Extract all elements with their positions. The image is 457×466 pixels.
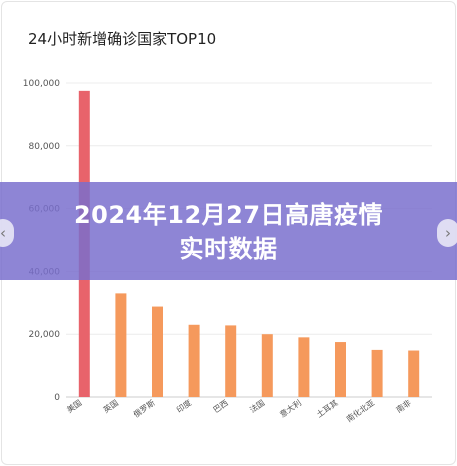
y-tick-label: 100,000 [23,79,60,89]
bar [408,350,420,397]
x-tick-label: 俄罗斯 [131,397,156,419]
bar [188,324,200,397]
x-tick-label: 英国 [101,397,120,414]
y-tick-label: 20,000 [29,330,61,340]
bar [371,349,383,397]
chevron-right-icon[interactable]: › [437,219,457,247]
bar [225,325,237,397]
y-tick-label: 0 [54,393,60,403]
bar [298,337,310,397]
x-tick-label: 巴西 [212,398,230,415]
banner-title-line1: 2024年12月27日高唐疫情 [73,201,384,229]
title-banner: 2024年12月27日高唐疫情 实时数据 [0,182,457,280]
bar [115,293,127,397]
x-tick-label: 美国 [65,397,84,414]
x-tick-label: 南化北亚 [344,397,376,424]
x-tick-label: 意大利 [278,397,303,419]
bar [152,306,163,397]
x-tick-label: 法国 [248,397,267,414]
chart-title: 24小时新增确诊国家TOP10 [28,30,217,48]
banner-title: 2024年12月27日高唐疫情 实时数据 [30,198,427,266]
y-tick-label: 80,000 [29,142,61,152]
bar [335,342,346,397]
chevron-left-icon[interactable]: ‹ [0,219,14,247]
x-tick-label: 南非 [394,397,413,414]
x-tick-label: 土耳其 [314,397,339,419]
bar [261,334,273,397]
x-tick-label: 印度 [174,397,193,414]
banner-title-line2: 实时数据 [179,235,278,263]
